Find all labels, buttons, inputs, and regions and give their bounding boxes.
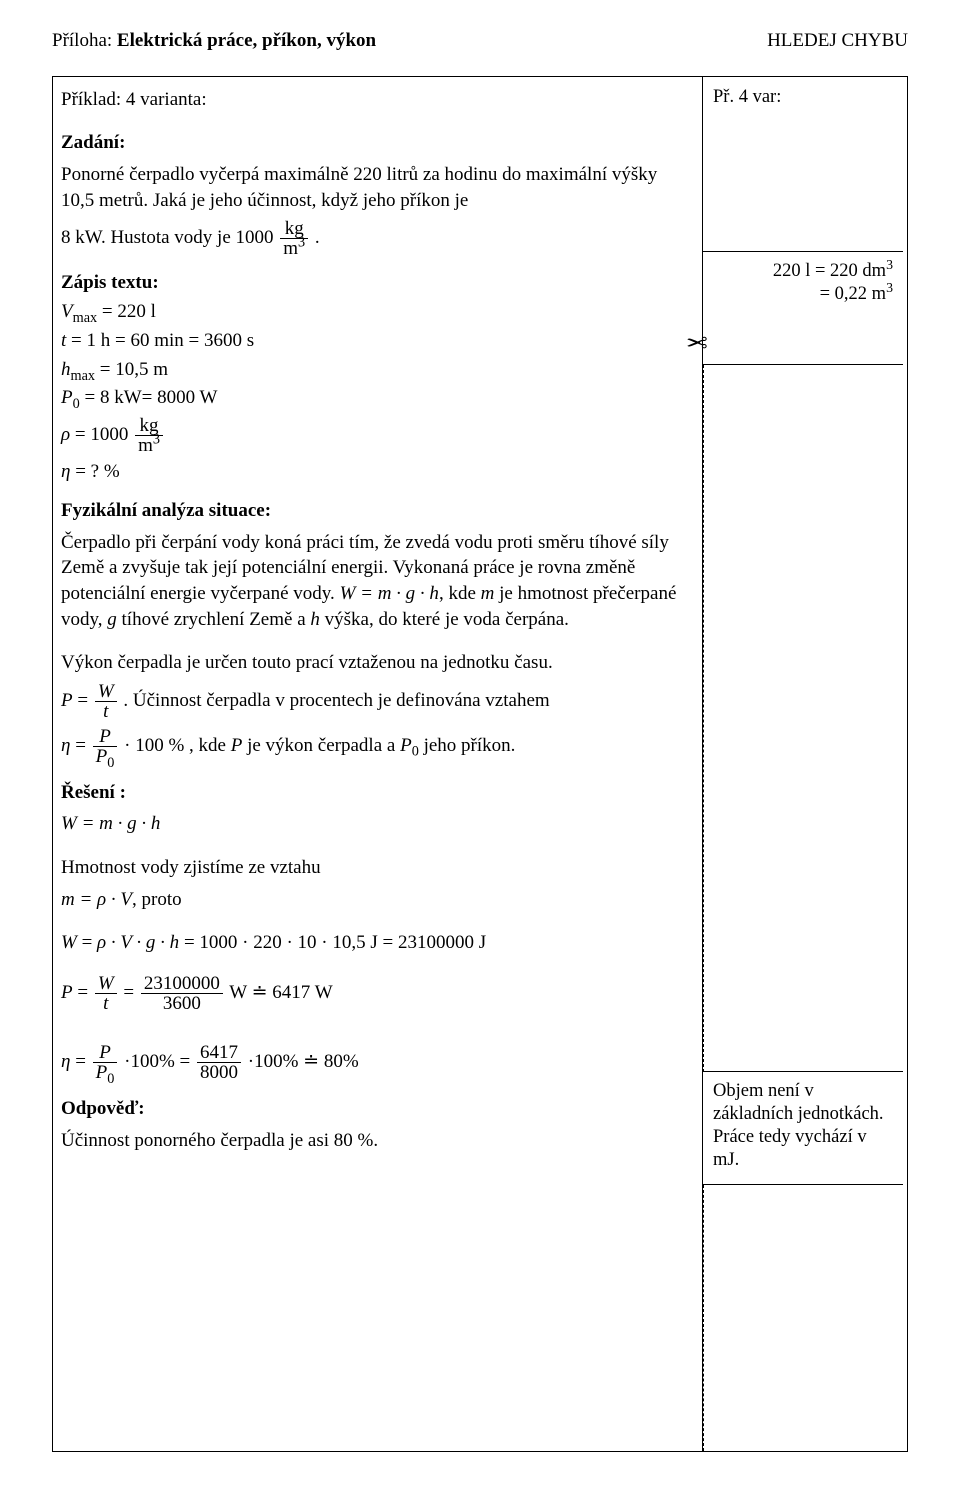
eta-eq-frac: P P0	[93, 727, 118, 766]
zapis-line-2: t = 1 h = 60 min = 3600 s	[61, 330, 686, 353]
zapis-line-3: hmax = 10,5 m	[61, 359, 686, 382]
eta-frac2: P P0	[93, 1043, 118, 1082]
reseni-eq4: P = W t = 23100000 3600 W ≐ 6417 W	[61, 974, 686, 1013]
density-fraction: kg m3	[280, 219, 308, 258]
reseni-block: Řešení : W = m · g · h Hmotnost vody zji…	[61, 780, 686, 1082]
reseni-eq2: m = ρ · V, proto	[61, 887, 686, 913]
frac-den: m3	[280, 239, 308, 258]
reseni-title: Řešení :	[61, 782, 126, 803]
zadani-block: Zadání: Ponorné čerpadlo vyčerpá maximál…	[61, 130, 686, 258]
zadani-text-2b: .	[315, 227, 320, 248]
p-frac3: 23100000 3600	[141, 974, 223, 1013]
reseni-eq3: W = ρ · V · g · h = 1000 · 220 · 10 · 10…	[61, 930, 686, 956]
zapis-line-6: η = ? %	[61, 461, 686, 484]
left-column: Příklad: 4 varianta: Zadání: Ponorné čer…	[53, 77, 703, 1451]
right-column: Př. 4 var: ✂ 220 l = 220 dm3 = 0,22 m3 O…	[703, 77, 903, 1451]
zapis-line-1: Vmax = 220 l	[61, 301, 686, 324]
zadani-text-2: 8 kW. Hustota vody je 1000 kg m3 .	[61, 219, 686, 258]
right-mid-cell: ✂ 220 l = 220 dm3 = 0,22 m3	[703, 252, 903, 365]
example-label: Příklad: 4 varianta:	[61, 87, 686, 113]
zapis-line-4: P0 = 8 kW= 8000 W	[61, 387, 686, 410]
right-note-text: Objem není v základních jednotkách. Prác…	[713, 1081, 884, 1170]
right-top-cell: Př. 4 var:	[703, 77, 903, 252]
analyza-block: Fyzikální analýza situace: Čerpadlo při …	[61, 498, 686, 766]
odpoved-text: Účinnost ponorného čerpadla je asi 80 %.	[61, 1128, 686, 1154]
page: Příloha: Elektrická práce, příkon, výkon…	[0, 0, 960, 1504]
zadani-rho: 1000	[236, 227, 274, 248]
right-spacer	[703, 365, 903, 1072]
analyza-p1: Čerpadlo při čerpání vody koná práci tím…	[61, 530, 686, 633]
unit-conv-1: 220 l = 220 dm3	[773, 261, 893, 281]
right-note-cell: Objem není v základních jednotkách. Prác…	[703, 1072, 903, 1185]
header-right: HLEDEJ CHYBU	[767, 28, 908, 54]
zapis-line-5: ρ = 1000 kg m3	[61, 416, 686, 455]
eta-frac3: 6417 8000	[197, 1043, 241, 1082]
attachment-title: Elektrická práce, příkon, výkon	[117, 30, 376, 51]
reseni-eq1: W = m · g · h	[61, 811, 686, 837]
analyza-eq-p: P = W t . Účinnost čerpadla v procentech…	[61, 682, 686, 721]
header: Příloha: Elektrická práce, příkon, výkon…	[52, 28, 908, 54]
watermark-text: HLEDEJ CHYBU	[767, 30, 908, 51]
analyza-title: Fyzikální analýza situace:	[61, 500, 271, 521]
header-left: Příloha: Elektrická práce, příkon, výkon	[52, 28, 376, 54]
analyza-eq-eta: η = P P0 · 100 % , kde P je výkon čerpad…	[61, 727, 686, 766]
p-frac2: W t	[95, 974, 117, 1013]
unit-conv-2: = 0,22 m3	[820, 284, 893, 304]
analyza-p2: Výkon čerpadla je určen touto prací vzta…	[61, 650, 686, 676]
zapis-title: Zápis textu:	[61, 272, 159, 293]
density-fraction-2: kg m3	[135, 416, 163, 455]
attachment-label: Příloha:	[52, 30, 112, 51]
right-bottom-cell	[703, 1185, 903, 1451]
odpoved-title: Odpověď:	[61, 1098, 145, 1119]
zapis-block: Zápis textu: Vmax = 220 l t = 1 h = 60 m…	[61, 272, 686, 484]
zadani-text-2a: 8 kW. Hustota vody je	[61, 227, 236, 248]
odpoved-block: Odpověď: Účinnost ponorného čerpadla je …	[61, 1096, 686, 1153]
reseni-p1: Hmotnost vody zjistíme ze vztahu	[61, 855, 686, 881]
problem-box: Příklad: 4 varianta: Zadání: Ponorné čer…	[52, 76, 908, 1452]
p-eq-frac: W t	[95, 682, 117, 721]
right-top-label: Př. 4 var:	[713, 87, 781, 107]
zadani-text-1: Ponorné čerpadlo vyčerpá maximálně 220 l…	[61, 162, 686, 213]
scissors-icon: ✂	[686, 328, 708, 361]
zadani-title: Zadání:	[61, 132, 125, 153]
reseni-eq5: η = P P0 ·100% = 6417 8000 ·100% ≐ 80%	[61, 1043, 686, 1082]
